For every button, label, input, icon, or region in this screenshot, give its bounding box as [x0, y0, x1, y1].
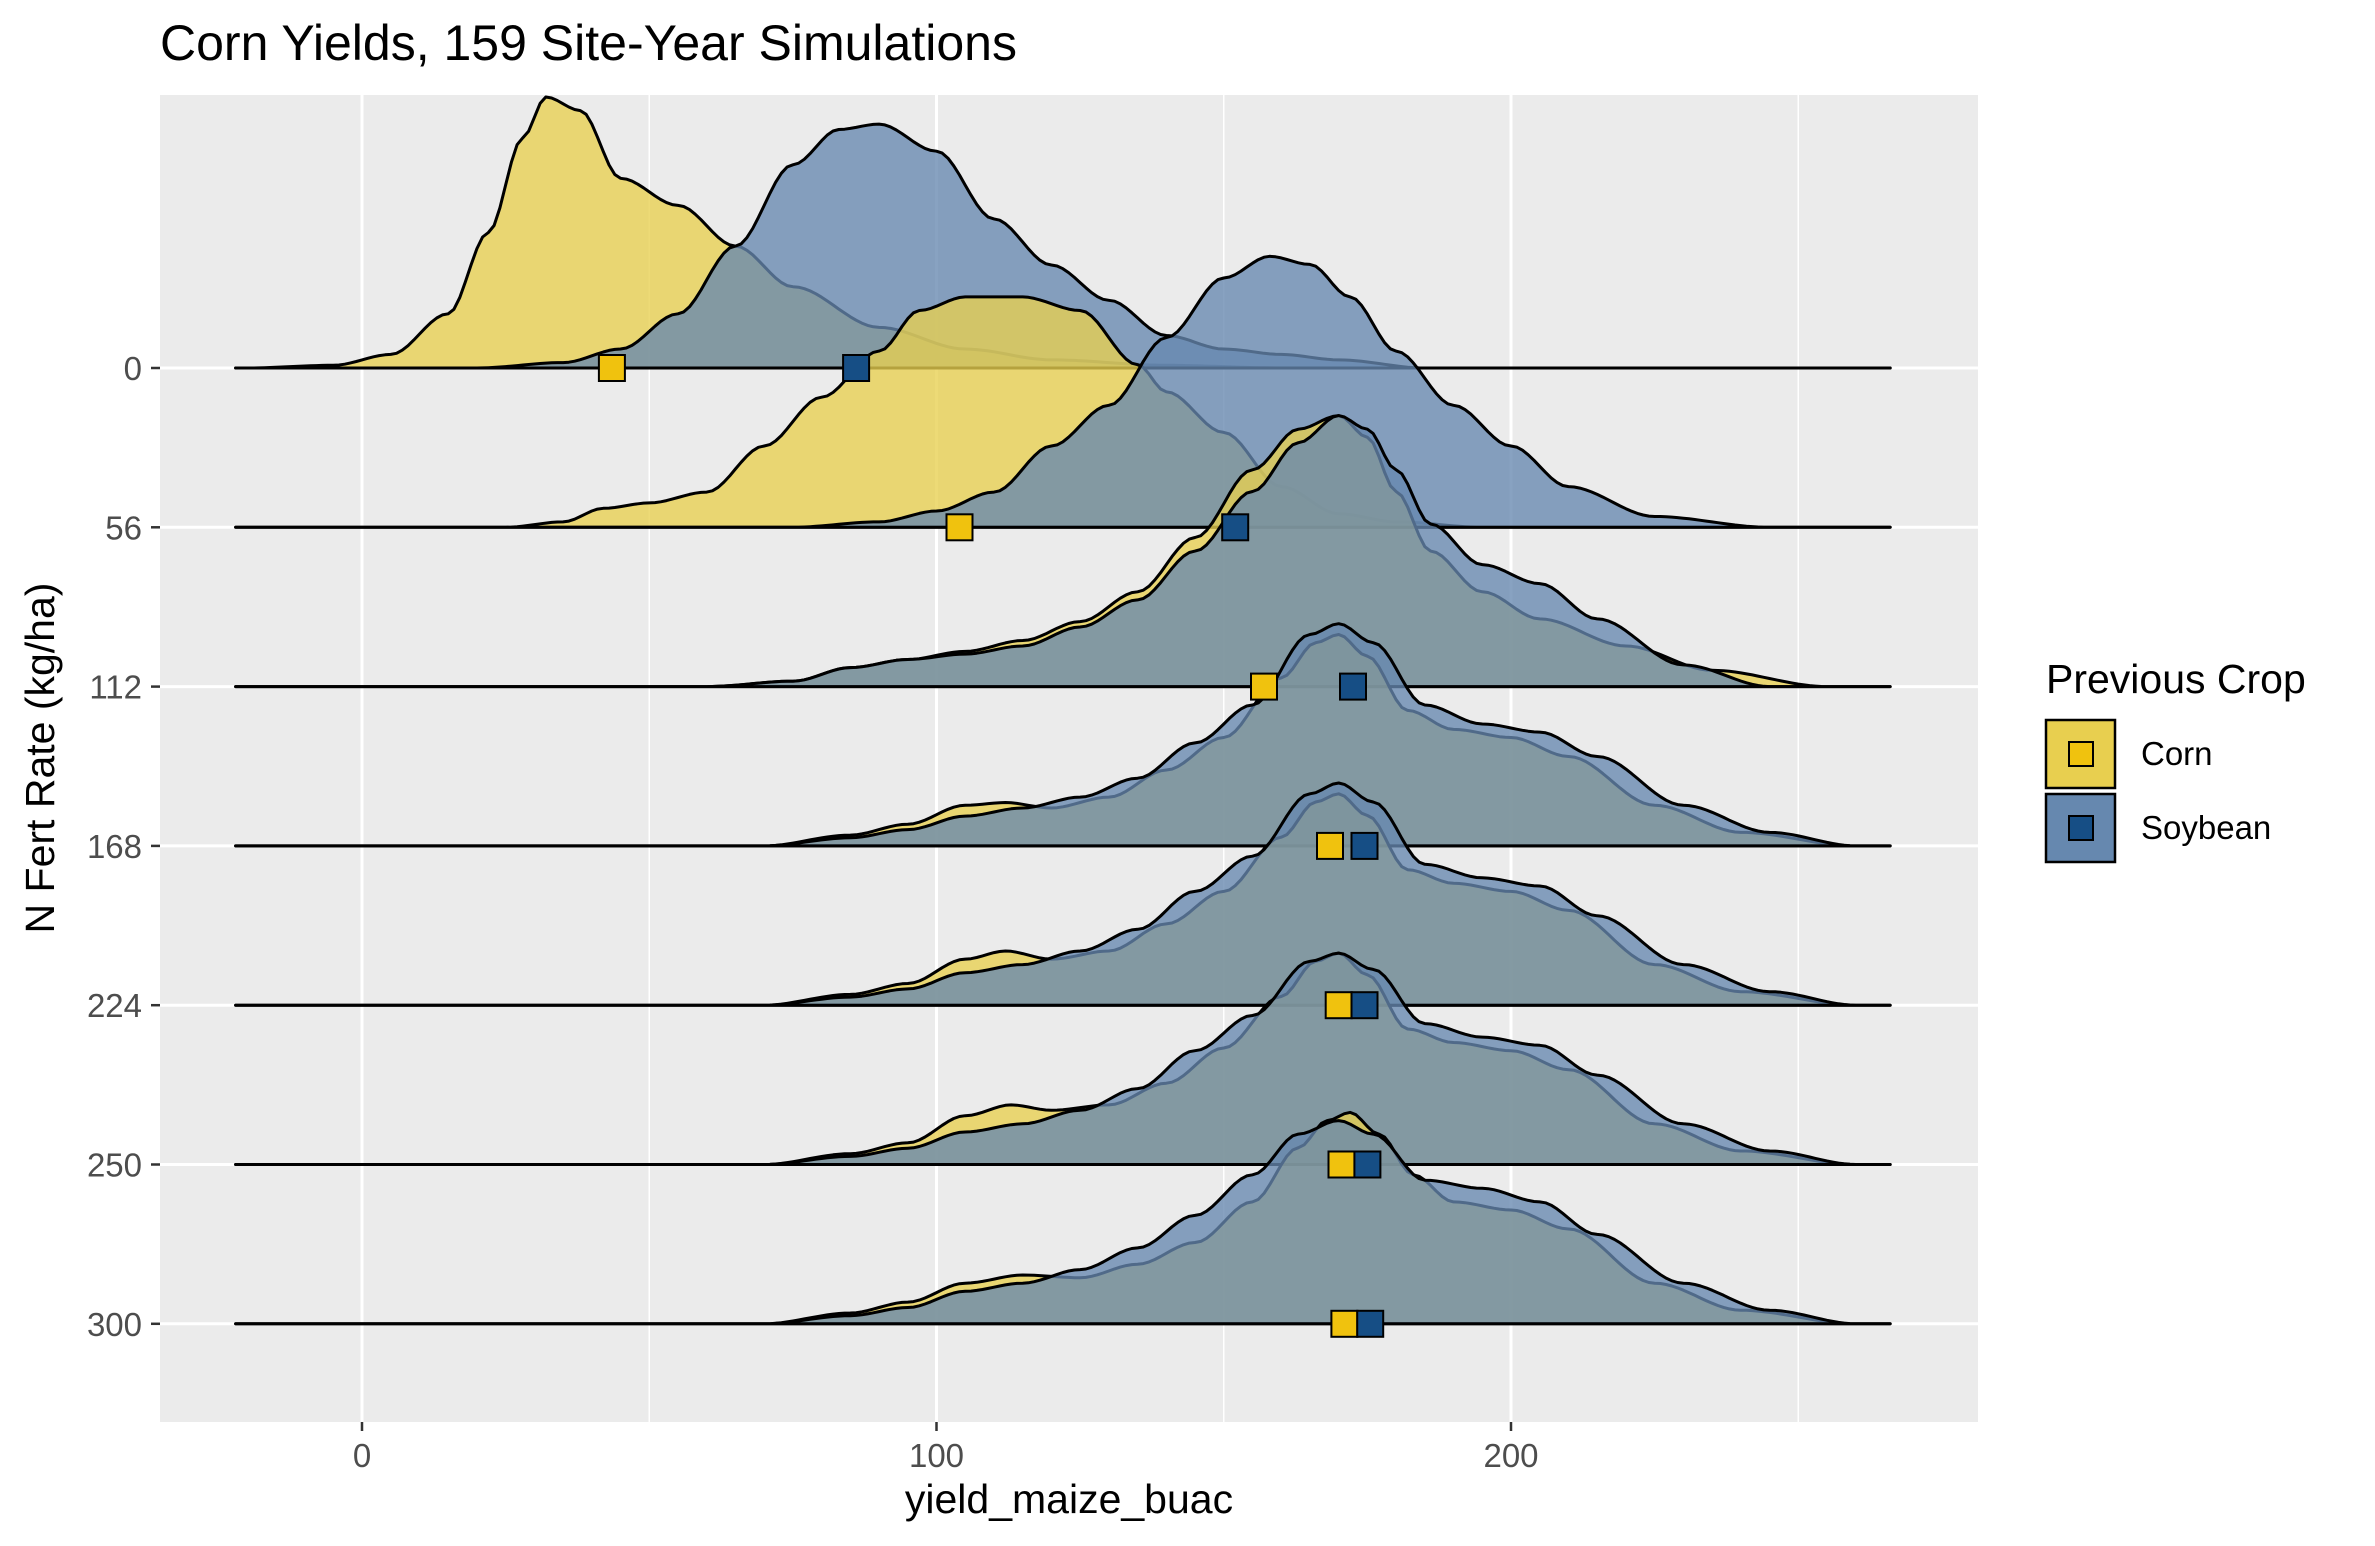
y-tick-label: 224: [87, 987, 142, 1024]
legend-item-corn: Corn: [2044, 718, 2213, 790]
ridge-soybean-300: [234, 1119, 1892, 1326]
median-marker-soybean-112: [1339, 672, 1367, 701]
ridge-soybean-224: [234, 781, 1892, 1007]
y-tick-label: 56: [105, 509, 142, 546]
median-marker-corn-168: [1316, 831, 1344, 860]
median-marker-corn-224: [1324, 991, 1353, 1020]
legend-key-soybean: [2044, 792, 2117, 864]
y-tick-label: 168: [87, 828, 142, 865]
y-axis-ticks: 0 56 112 168 224 250 300: [87, 350, 160, 1343]
y-axis-title: N Fert Rate (kg/ha): [17, 583, 63, 934]
y-tick-label: 112: [89, 669, 142, 706]
ridge-soybean-250: [234, 951, 1892, 1166]
median-marker-corn-112: [1250, 672, 1278, 701]
x-tick-label: 100: [909, 1437, 964, 1474]
median-marker-soybean-250: [1353, 1150, 1382, 1179]
median-marker-corn-250: [1327, 1150, 1356, 1179]
median-marker-soybean-0: [842, 354, 871, 382]
ridges: [234, 95, 1892, 1326]
median-markers: [597, 354, 1385, 1338]
x-axis-ticks: 0 100 200: [353, 1422, 1539, 1474]
ridge-soybean-56: [234, 254, 1892, 529]
median-marker-soybean-300: [1356, 1309, 1385, 1338]
legend-label-corn: Corn: [2141, 735, 2213, 772]
legend-item-soybean: Soybean: [2044, 792, 2271, 864]
y-tick-label: 300: [87, 1306, 142, 1343]
x-tick-label: 200: [1483, 1437, 1538, 1474]
median-marker-soybean-56: [1221, 513, 1250, 542]
x-tick-label: 0: [353, 1437, 371, 1474]
median-marker-corn-0: [597, 354, 626, 382]
legend-label-soybean: Soybean: [2141, 809, 2271, 846]
legend-marker-soybean: [2068, 815, 2094, 841]
ridge-soybean-168: [234, 622, 1892, 848]
median-marker-soybean-224: [1350, 991, 1379, 1020]
median-marker-corn-300: [1330, 1309, 1359, 1338]
ridge-soybean-112: [234, 414, 1892, 689]
y-tick-label: 0: [124, 350, 142, 387]
median-marker-soybean-168: [1350, 831, 1379, 860]
legend-title: Previous Crop: [2046, 656, 2306, 702]
legend-marker-corn: [2068, 741, 2094, 767]
chart-title: Corn Yields, 159 Site-Year Simulations: [160, 15, 1017, 71]
x-axis-title: yield_maize_buac: [905, 1476, 1233, 1522]
legend: Previous Crop Corn Soybean: [2044, 656, 2306, 864]
median-marker-corn-56: [945, 513, 974, 542]
y-tick-label: 250: [87, 1147, 142, 1184]
